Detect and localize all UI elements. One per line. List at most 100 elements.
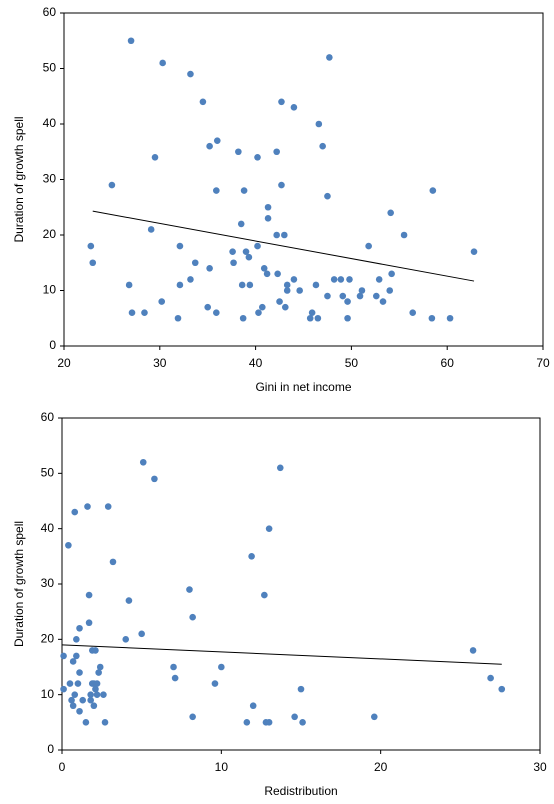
data-point <box>95 669 102 676</box>
y-axis-label: Duration of growth spell <box>12 521 26 647</box>
data-point <box>68 696 75 704</box>
data-point <box>127 37 135 45</box>
data-point <box>259 303 266 311</box>
data-point <box>191 259 199 267</box>
y-tick-label: 20 <box>43 227 57 241</box>
data-point <box>125 597 133 604</box>
data-point <box>87 691 94 698</box>
data-point <box>498 685 506 693</box>
data-point <box>79 696 87 704</box>
data-point <box>90 702 98 710</box>
data-point <box>299 719 306 726</box>
data-point <box>66 680 74 687</box>
data-point <box>339 292 347 300</box>
data-point <box>263 270 271 278</box>
data-point <box>189 713 196 721</box>
data-point <box>176 242 184 250</box>
data-point <box>306 314 314 322</box>
data-point <box>84 503 91 510</box>
data-point <box>290 104 298 111</box>
data-point <box>74 680 82 687</box>
data-point <box>265 525 273 532</box>
data-point <box>283 281 291 289</box>
data-point <box>187 276 194 283</box>
data-point <box>141 309 148 317</box>
data-point <box>171 674 179 682</box>
data-point <box>274 270 281 278</box>
data-point <box>326 54 333 61</box>
data-point <box>101 719 109 726</box>
data-point <box>71 508 79 516</box>
data-point <box>170 663 177 671</box>
data-point <box>273 148 280 156</box>
data-point <box>151 475 158 483</box>
data-point <box>245 253 253 261</box>
data-point <box>273 231 280 239</box>
data-point <box>122 636 130 643</box>
x-tick-label: 40 <box>249 356 263 370</box>
data-point <box>92 685 99 693</box>
data-point <box>324 192 331 200</box>
data-point <box>344 314 351 322</box>
data-point <box>159 59 166 67</box>
data-point <box>100 691 107 698</box>
x-tick-label: 70 <box>536 356 550 370</box>
data-point <box>204 303 211 311</box>
data-point <box>125 281 133 289</box>
data-point <box>373 292 380 300</box>
x-tick-label: 20 <box>374 760 388 774</box>
data-point <box>230 259 237 267</box>
data-point <box>213 187 220 194</box>
data-point <box>189 613 196 621</box>
x-tick-label: 60 <box>441 356 455 370</box>
data-point <box>319 142 326 150</box>
data-point <box>89 259 97 267</box>
data-point <box>76 669 83 676</box>
data-point <box>297 685 305 693</box>
trend-line <box>61 644 502 665</box>
data-point <box>446 314 454 322</box>
data-point <box>69 658 77 665</box>
data-point <box>87 696 94 704</box>
data-point <box>128 309 136 317</box>
data-point <box>71 691 79 698</box>
data-point <box>93 691 101 698</box>
data-point <box>254 242 261 250</box>
data-point <box>265 719 273 726</box>
y-tick-label: 30 <box>41 576 55 590</box>
data-point <box>291 713 298 721</box>
x-axis-label: Gini in net income <box>255 380 351 394</box>
data-point <box>73 652 80 660</box>
y-tick-label: 60 <box>43 5 57 19</box>
data-point <box>314 314 322 322</box>
data-point <box>85 619 93 627</box>
data-point <box>315 120 323 128</box>
data-point <box>229 248 236 255</box>
data-point <box>60 652 67 660</box>
data-point <box>429 187 437 194</box>
y-tick-label: 10 <box>43 283 57 297</box>
data-point <box>92 647 99 654</box>
data-point <box>151 154 159 161</box>
data-point <box>346 276 353 283</box>
data-point <box>375 276 383 283</box>
y-tick-label: 50 <box>43 61 57 75</box>
data-point <box>276 464 284 472</box>
data-point <box>312 281 320 289</box>
data-point <box>82 719 90 726</box>
data-point <box>356 292 364 300</box>
data-point <box>60 685 67 693</box>
data-point <box>213 309 220 317</box>
data-point <box>69 702 77 710</box>
data-point <box>246 281 254 289</box>
x-tick-label: 10 <box>215 760 229 774</box>
data-point <box>218 663 225 671</box>
data-point <box>264 203 272 211</box>
data-point <box>344 298 351 305</box>
data-point <box>243 719 251 726</box>
data-point <box>76 624 83 632</box>
data-point <box>337 276 345 283</box>
y-tick-label: 0 <box>47 742 54 756</box>
data-point <box>187 70 194 78</box>
